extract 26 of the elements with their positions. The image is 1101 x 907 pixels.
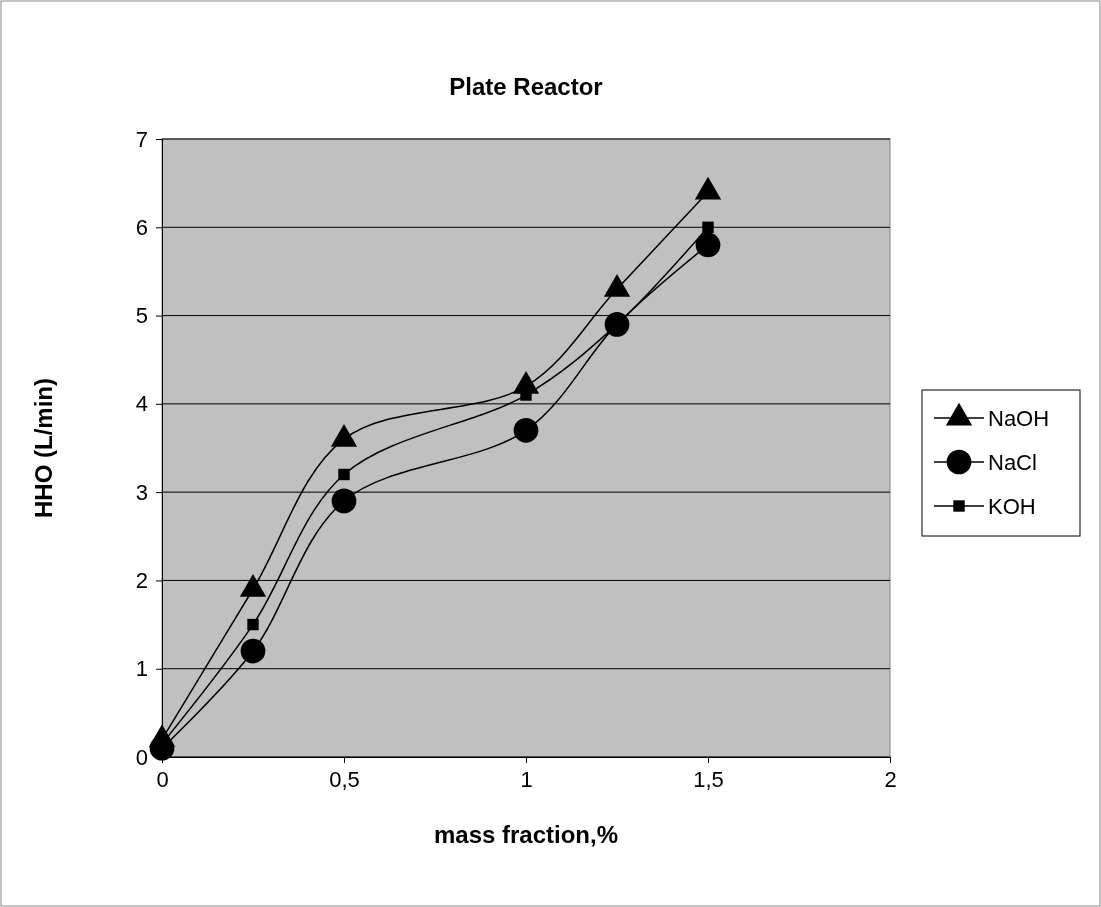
point xyxy=(695,232,721,258)
chart-title: Plate Reactor xyxy=(449,73,603,100)
x-tick-label: 0 xyxy=(156,766,169,792)
y-tick-label: 4 xyxy=(135,391,148,417)
point xyxy=(338,468,350,481)
x-tick-label: 1,5 xyxy=(693,766,724,792)
y-tick-label: 7 xyxy=(135,126,148,152)
y-axis-title: HHO (L/min) xyxy=(30,378,57,518)
point xyxy=(513,418,539,443)
x-tick-label: 1 xyxy=(520,766,533,792)
point xyxy=(331,488,357,514)
y-tick-label: 6 xyxy=(135,214,148,240)
x-tick-label: 2 xyxy=(884,766,897,792)
y-tick-label: 1 xyxy=(135,656,148,682)
point xyxy=(702,221,714,233)
y-tick-label: 0 xyxy=(135,744,148,770)
x-tick-label: 0,5 xyxy=(329,766,360,792)
point xyxy=(247,618,259,631)
y-tick-label: 3 xyxy=(135,479,148,505)
legend-label: NaCl xyxy=(988,450,1037,475)
point xyxy=(240,638,266,664)
y-tick-label: 2 xyxy=(135,567,148,593)
x-axis-title: mass fraction,% xyxy=(433,821,619,848)
y-tick-label: 5 xyxy=(135,303,148,329)
legend-label: KOH xyxy=(988,494,1036,519)
legend-label: NaOH xyxy=(988,406,1050,431)
